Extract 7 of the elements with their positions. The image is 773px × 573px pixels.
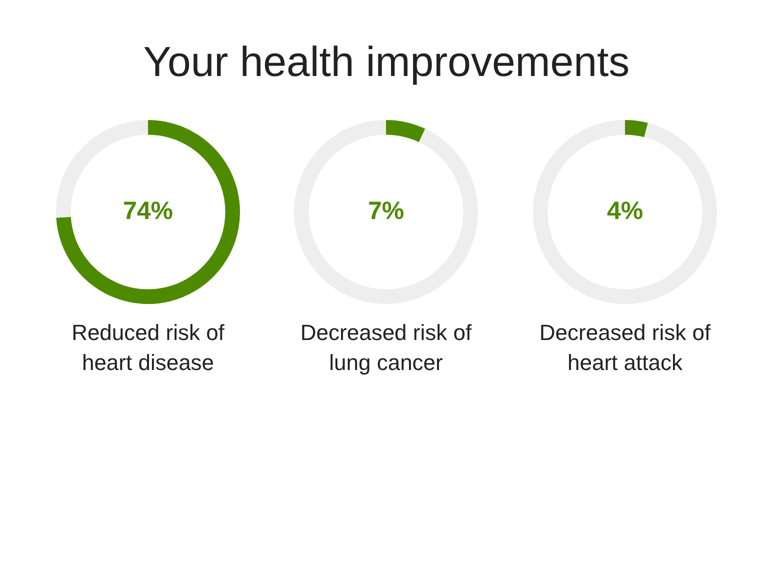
- data-label: 7%: [368, 196, 404, 225]
- text: Decreased risk of lung cancer: [299, 319, 473, 377]
- data-label: 4%: [606, 196, 644, 225]
- text: Reduced risk of heart disease: [70, 319, 226, 377]
- data-label: 74%: [122, 196, 174, 225]
- text: Your health improvements: [142, 38, 631, 86]
- text: Decreased risk of heart attack: [538, 319, 712, 377]
